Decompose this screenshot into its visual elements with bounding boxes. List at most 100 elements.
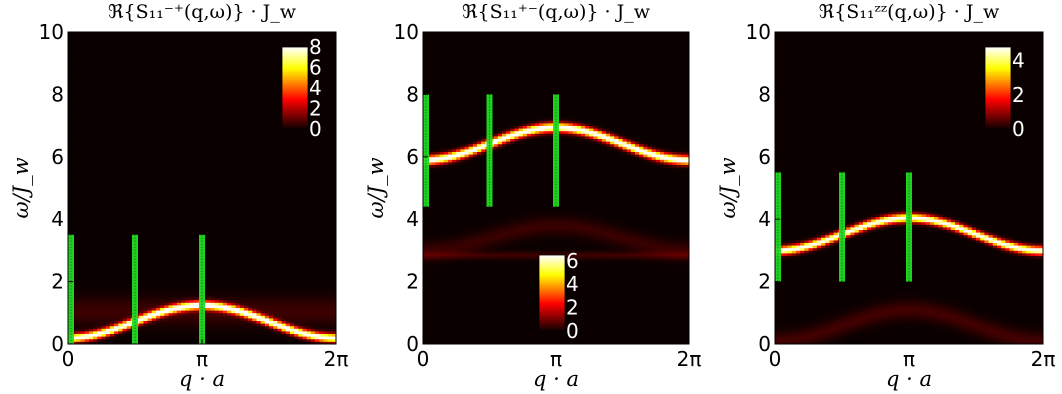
heatmap-cell (93, 100, 98, 103)
heatmap-cell (240, 222, 245, 225)
heatmap-cell (156, 42, 161, 45)
heatmap-cell (173, 224, 178, 227)
heatmap-cell (173, 214, 178, 217)
heatmap-cell (198, 172, 203, 175)
heatmap-cell (160, 120, 165, 123)
heatmap-cell (85, 232, 90, 235)
heatmap-cell (236, 310, 241, 313)
heatmap-cell (89, 269, 94, 272)
heatmap-cell (89, 128, 94, 131)
heatmap-cell (231, 71, 236, 74)
heatmap-cell (139, 131, 144, 134)
heatmap-cell (89, 126, 94, 129)
heatmap-cell (189, 339, 194, 342)
heatmap-cell (185, 243, 190, 246)
heatmap-cell (81, 102, 86, 105)
heatmap-cell (143, 66, 148, 69)
heatmap-cell (114, 53, 119, 56)
heatmap-cell (127, 107, 132, 110)
heatmap-cell (177, 89, 182, 92)
heatmap-cell (206, 266, 211, 269)
heatmap-cell (110, 219, 115, 222)
heatmap-cell (102, 131, 107, 134)
heatmap-cell (110, 276, 115, 279)
heatmap-cell (210, 146, 215, 149)
heatmap-cell (231, 232, 236, 235)
heatmap-cell (210, 94, 215, 97)
heatmap-cell (97, 74, 102, 77)
heatmap-cell (227, 48, 232, 51)
heatmap-cell (148, 159, 153, 162)
heatmap-cell (110, 61, 115, 64)
heatmap-cell (131, 144, 136, 147)
heatmap-cell (97, 159, 102, 162)
heatmap-cell (114, 167, 119, 170)
heatmap-cell (85, 279, 90, 282)
heatmap-cell (215, 209, 220, 212)
heatmap-cell (223, 308, 228, 311)
heatmap-cell (85, 282, 90, 285)
heatmap-cell (118, 162, 123, 165)
heatmap-cell (76, 110, 81, 113)
heatmap-cell (93, 196, 98, 199)
heatmap-cell (206, 336, 211, 339)
heatmap-cell (93, 211, 98, 214)
heatmap-cell (169, 35, 174, 38)
heatmap-cell (68, 128, 73, 131)
heatmap-cell (72, 178, 77, 181)
heatmap-cell (102, 165, 107, 168)
heatmap-cell (102, 193, 107, 196)
heatmap-cell (81, 79, 86, 82)
heatmap-cell (114, 92, 119, 95)
heatmap-cell (181, 240, 186, 243)
heatmap-cell (89, 261, 94, 264)
heatmap-cell (85, 219, 90, 222)
heatmap-cell (76, 105, 81, 108)
heatmap-cell (152, 336, 157, 339)
heatmap-cell (240, 149, 245, 152)
heatmap-cell (152, 76, 157, 79)
heatmap-cell (114, 144, 119, 147)
heatmap-cell (177, 178, 182, 181)
heatmap-cell (169, 321, 174, 324)
heatmap-cell (106, 170, 111, 173)
heatmap-cell (210, 313, 215, 316)
heatmap-cell (177, 128, 182, 131)
heatmap-cell (177, 258, 182, 261)
heatmap-cell (148, 334, 153, 337)
heatmap-cell (185, 250, 190, 253)
heatmap-cell (139, 185, 144, 188)
heatmap-cell (114, 204, 119, 207)
heatmap-cell (236, 256, 241, 259)
heatmap-cell (206, 310, 211, 313)
heatmap-cell (206, 271, 211, 274)
heatmap-cell (106, 66, 111, 69)
heatmap-cell (173, 222, 178, 225)
heatmap-cell (68, 191, 73, 194)
heatmap-cell (139, 81, 144, 84)
heatmap-cell (131, 87, 136, 90)
heatmap-cell (148, 74, 153, 77)
heatmap-cell (194, 217, 199, 220)
heatmap-cell (194, 154, 199, 157)
heatmap-cell (106, 334, 111, 337)
heatmap-cell (240, 172, 245, 175)
heatmap-cell (194, 237, 199, 240)
heatmap-cell (219, 159, 224, 162)
heatmap-cell (118, 243, 123, 246)
heatmap-cell (152, 144, 157, 147)
heatmap-cell (164, 175, 169, 178)
heatmap-cell (102, 53, 107, 56)
heatmap-cell (177, 50, 182, 53)
heatmap-cell (131, 191, 136, 194)
heatmap-cell (206, 123, 211, 126)
heatmap-cell (202, 217, 207, 220)
heatmap-cell (177, 92, 182, 95)
heatmap-cell (173, 271, 178, 274)
heatmap-cell (219, 180, 224, 183)
heatmap-cell (198, 136, 203, 139)
heatmap-cell (223, 328, 228, 331)
heatmap-cell (152, 68, 157, 71)
heatmap-cell (118, 71, 123, 74)
heatmap-cell (122, 105, 127, 108)
